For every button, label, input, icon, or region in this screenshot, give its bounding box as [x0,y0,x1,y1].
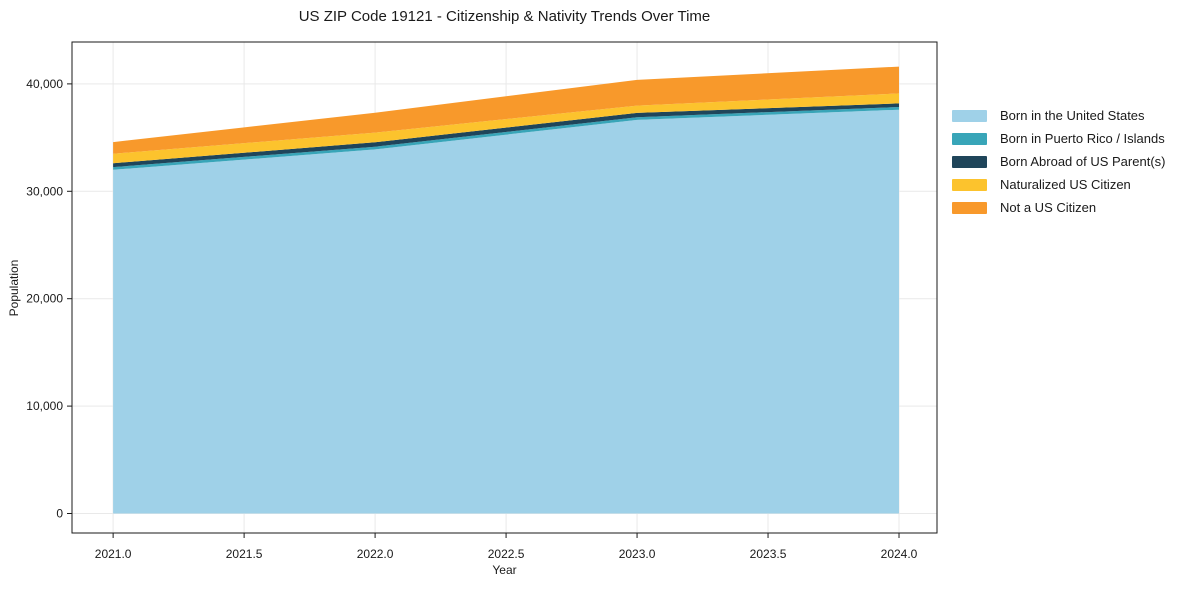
x-tick-label: 2021.0 [95,547,132,561]
legend-swatch [952,132,987,145]
x-tick-label: 2022.0 [357,547,394,561]
y-tick-label: 40,000 [26,77,63,91]
legend-label: Naturalized US Citizen [1000,177,1131,192]
y-tick-label: 0 [56,507,63,521]
legend: Born in the United States Born in Puerto … [952,104,1165,219]
y-tick-label: 10,000 [26,399,63,413]
legend-label: Born Abroad of US Parent(s) [1000,154,1166,169]
x-tick-label: 2021.5 [226,547,263,561]
plot-spines [71,41,938,534]
x-tick-label: 2023.0 [619,547,656,561]
y-tick-label: 20,000 [26,292,63,306]
x-tick-label: 2023.5 [750,547,787,561]
legend-swatch [952,178,987,191]
legend-label: Not a US Citizen [1000,200,1097,215]
legend-label: Born in Puerto Rico / Islands [1000,131,1165,146]
x-tick-label: 2022.5 [488,547,525,561]
chart-title: US ZIP Code 19121 - Citizenship & Nativi… [298,8,711,25]
legend-swatch [952,155,987,168]
legend-label: Born in the United States [1000,108,1145,123]
area-series [113,66,900,154]
area-series [113,93,900,164]
area-series [113,109,900,514]
area-series [113,107,900,170]
legend-item: Born Abroad of US Parent(s) [952,150,1165,173]
x-tick-label: 2024.0 [881,547,918,561]
y-tick-label: 30,000 [26,184,63,198]
legend-swatch [952,201,987,214]
x-axis-label: Year [492,563,517,577]
legend-item: Born in the United States [952,104,1165,127]
y-axis-label: Population [7,259,21,317]
legend-item: Not a US Citizen [952,196,1165,219]
legend-swatch [952,109,987,122]
legend-item: Born in Puerto Rico / Islands [952,127,1165,150]
legend-item: Naturalized US Citizen [952,173,1165,196]
area-series [113,103,900,168]
